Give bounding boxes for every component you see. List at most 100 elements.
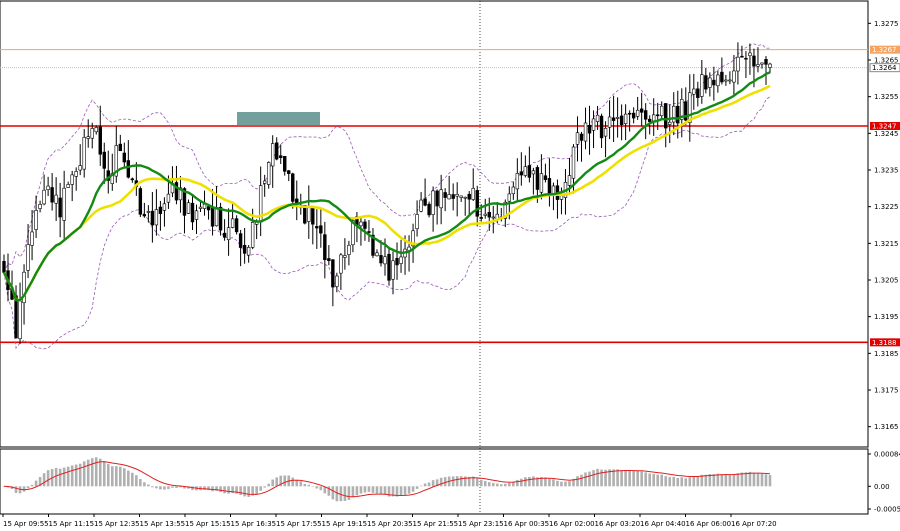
osc-histogram-bar <box>636 471 639 487</box>
candle-body <box>367 231 371 233</box>
candle-body <box>303 205 307 224</box>
osc-histogram-bar <box>26 486 30 489</box>
candle-body <box>740 55 744 58</box>
candle-body <box>102 151 106 169</box>
candle-body <box>162 203 167 211</box>
candle-body <box>656 114 660 117</box>
candle-body <box>375 252 379 257</box>
candle-body <box>363 221 367 229</box>
bollinger-lower <box>3 96 771 350</box>
osc-histogram-bar <box>335 486 339 502</box>
candle-body <box>543 175 548 180</box>
osc-histogram-bar <box>42 473 46 487</box>
osc-histogram-bar <box>471 476 475 487</box>
osc-histogram-bar <box>516 479 519 487</box>
time-tick-label: 16 Apr 06:00 <box>686 520 732 528</box>
osc-histogram-bar <box>135 475 138 487</box>
candle-body <box>327 258 331 261</box>
candle-body <box>174 182 179 201</box>
osc-histogram-bar <box>451 476 455 487</box>
osc-histogram-bar <box>728 474 732 487</box>
oscillator: 0.00084 0.00 -0.00059 <box>2 451 900 514</box>
candle-body <box>94 127 98 133</box>
osc-histogram-bar <box>311 486 315 487</box>
candle-body <box>54 194 58 204</box>
price-tick-label: 1.3255 <box>874 93 899 101</box>
osc-histogram-bar <box>299 481 303 487</box>
osc-histogram-bar <box>267 483 270 487</box>
osc-histogram-bar <box>616 469 619 487</box>
osc-histogram-bar <box>114 466 118 487</box>
candle-body <box>194 210 199 220</box>
candle-body <box>531 170 536 175</box>
osc-histogram-bar <box>680 477 684 487</box>
candle-body <box>515 173 520 190</box>
candle-body <box>736 56 740 72</box>
candle-body <box>527 165 532 178</box>
candle-body <box>58 197 62 218</box>
candle-body <box>279 155 283 158</box>
osc-histogram-bar <box>704 474 708 487</box>
osc-histogram-bar <box>78 463 82 487</box>
osc-histogram-bar <box>383 486 387 495</box>
candle-body <box>523 166 528 176</box>
candle-body <box>347 244 351 255</box>
osc-histogram-bar <box>247 486 250 497</box>
candle-body <box>651 114 656 122</box>
osc-histogram-bar <box>708 474 712 487</box>
osc-histogram-bar <box>235 486 238 494</box>
osc-histogram-bar <box>660 474 664 487</box>
osc-histogram-bar <box>123 468 126 487</box>
price-tick-label: 1.3185 <box>874 350 899 358</box>
osc-histogram-bar <box>303 483 307 487</box>
candle-body <box>660 105 664 117</box>
candle-body <box>744 57 748 60</box>
osc-histogram-bar <box>263 486 266 488</box>
osc-histogram-bar <box>764 474 768 487</box>
osc-histogram-bar <box>508 482 511 487</box>
candle-body <box>18 300 22 340</box>
candle-body <box>511 186 516 195</box>
osc-histogram-bar <box>279 475 283 487</box>
candle-body <box>30 231 34 246</box>
candle-body <box>447 194 451 200</box>
osc-histogram-bar <box>768 475 772 487</box>
osc-histogram-bar <box>552 479 555 487</box>
candle-body <box>98 126 102 155</box>
candle-body <box>339 254 343 274</box>
osc-histogram-bar <box>343 486 347 501</box>
bollinger-upper <box>3 43 771 273</box>
price-badge-label: 1.3264 <box>872 64 897 72</box>
osc-histogram-bar <box>676 477 680 487</box>
candle-body <box>387 253 391 281</box>
candle-body <box>154 209 159 226</box>
osc-histogram-bar <box>62 467 66 487</box>
candle-body <box>42 189 46 205</box>
candle-body <box>275 142 279 160</box>
candle-body <box>487 211 491 218</box>
osc-histogram-bar <box>736 473 740 487</box>
osc-histogram-bar <box>34 480 38 487</box>
candle-body <box>451 194 455 199</box>
candle-body <box>471 188 475 200</box>
osc-histogram-bar <box>183 486 186 489</box>
osc-histogram-bar <box>82 461 86 487</box>
candle-body <box>262 180 267 184</box>
osc-histogram-bar <box>688 477 692 487</box>
osc-histogram-bar <box>672 476 676 487</box>
candle-body <box>319 225 323 234</box>
candle-body <box>146 211 151 213</box>
osc-histogram-bar <box>191 486 194 491</box>
osc-histogram-bar <box>179 486 182 488</box>
osc-histogram-bar <box>10 486 14 490</box>
candle-body <box>455 193 459 197</box>
candle-body <box>287 170 291 174</box>
osc-histogram-bar <box>22 486 26 492</box>
candle-body <box>607 116 612 128</box>
highlight <box>237 112 320 125</box>
osc-histogram-bar <box>283 475 287 487</box>
osc-histogram-bar <box>712 474 716 487</box>
candle-body <box>575 132 580 145</box>
osc-histogram-bar <box>572 478 575 487</box>
price-tick-label: 1.3265 <box>874 57 899 65</box>
